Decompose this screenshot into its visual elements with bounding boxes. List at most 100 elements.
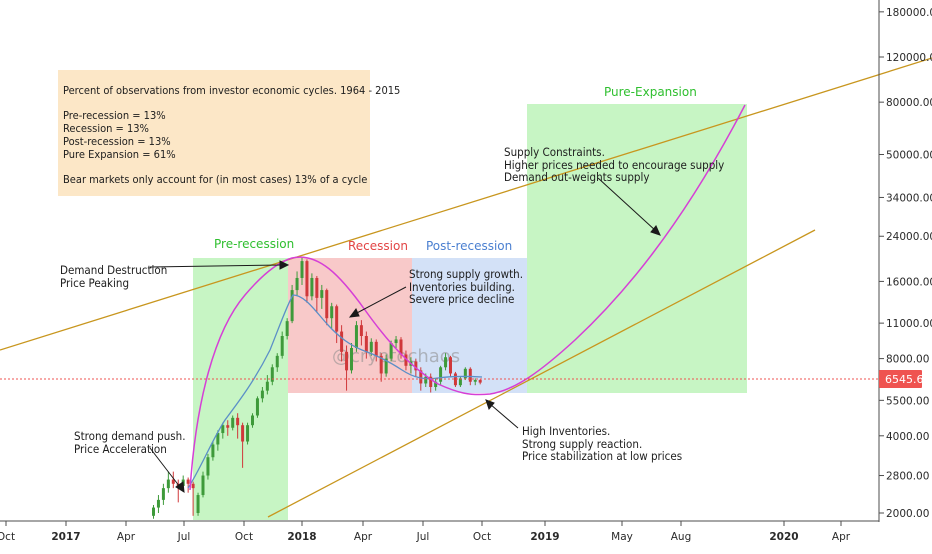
y-tick-label: 120000.00	[886, 52, 932, 64]
trendline-lower	[267, 229, 816, 518]
y-tick-label: 2800.00	[886, 471, 929, 483]
y-tick-label: 11000.00	[886, 318, 932, 330]
candle-body	[305, 261, 309, 297]
y-tick-label: 8000.00	[886, 354, 929, 366]
y-axis: 180000.00 120000.00 80000.00 50000.00 34000.…	[878, 0, 932, 522]
y-tick-label: 50000.00	[886, 150, 932, 162]
candle-body	[186, 479, 190, 484]
candle-body	[345, 351, 349, 371]
y-tick-label: 34000.00	[886, 192, 932, 204]
x-tick-label: Apr	[832, 531, 851, 543]
candle-body	[211, 444, 215, 458]
arrow-head	[485, 399, 495, 411]
candle-body	[429, 376, 433, 387]
info-box-post-recession: Post-recession = 13%	[63, 135, 171, 148]
candle-body	[369, 341, 373, 352]
candle-body	[161, 488, 165, 500]
x-tick-label: Aug	[671, 531, 692, 543]
x-tick-label: 2019	[530, 531, 559, 543]
info-box-title: Percent of observations from investor ec…	[63, 84, 401, 97]
trendline-upper	[0, 57, 932, 351]
candle-body	[325, 290, 329, 319]
candle-body	[379, 355, 383, 374]
x-tick-label: Jul	[177, 531, 191, 543]
candle-body	[449, 357, 452, 374]
candle-body	[206, 457, 210, 476]
x-tick-label: 2020	[769, 531, 798, 543]
candle-body	[424, 376, 428, 384]
candle-body	[156, 499, 160, 508]
candle-body	[399, 339, 403, 355]
candle-body	[439, 367, 443, 382]
candle-body	[231, 417, 235, 428]
candle-body	[226, 425, 230, 428]
arrow-head	[348, 308, 360, 318]
candle-body	[275, 355, 279, 368]
x-axis: Oct 2017 Apr Jul Oct 2018 Apr Jul Oct 2019 May Aug 2…	[0, 520, 879, 543]
pure-expansion-label: Pure-Expansion	[604, 85, 697, 99]
candle-body	[359, 325, 363, 337]
arrow-demand-destruction	[149, 264, 284, 268]
y-tick-label: 2000.00	[886, 508, 929, 520]
x-tick-label: Apr	[117, 531, 136, 543]
y-tick-label: 24000.00	[886, 231, 932, 243]
candle-body	[265, 381, 269, 391]
x-tick-label: 2017	[51, 531, 80, 543]
candle-body	[216, 433, 220, 445]
candle-body	[290, 290, 294, 322]
x-tick-label: Apr	[354, 531, 373, 543]
pre-recession-label: Pre-recession	[214, 237, 294, 251]
candle-body	[260, 390, 264, 399]
candle-body	[241, 425, 245, 442]
recession-label: Recession	[348, 239, 408, 253]
x-tick-label: Jul	[416, 531, 430, 543]
x-tick-label: Oct	[235, 531, 253, 543]
candle-body	[196, 495, 200, 513]
candle-body	[280, 336, 284, 356]
arrow-head	[279, 260, 290, 270]
info-box-pre-recession: Pre-recession = 13%	[63, 109, 166, 122]
candle-body	[394, 339, 398, 344]
post-recession-label: Post-recession	[426, 239, 512, 253]
candle-body	[374, 341, 378, 356]
candle-body	[295, 277, 299, 291]
candle-body	[320, 290, 324, 298]
candle-body	[458, 378, 462, 386]
candle-body	[300, 261, 304, 278]
candle-body	[419, 370, 423, 384]
cycle-curve	[189, 104, 746, 491]
candle-body	[463, 368, 467, 379]
x-tick-label: May	[611, 531, 633, 543]
arrow-supply-constraints	[597, 177, 657, 232]
price-tag: 6545.61	[879, 370, 931, 388]
recession-zone	[288, 258, 412, 393]
info-box-recession: Recession = 13%	[63, 122, 149, 135]
candle-body	[384, 358, 388, 374]
info-box-bear-note: Bear markets only account for (in most c…	[63, 173, 368, 186]
price-tag-bg	[879, 370, 922, 388]
candle-body	[354, 325, 358, 348]
candle-body	[414, 361, 418, 371]
annotation-arrows	[149, 177, 661, 493]
strong-supply-note: Strong supply growth. Inventories buildi…	[409, 267, 523, 306]
arrow-head	[175, 481, 185, 493]
candle-body	[255, 398, 259, 416]
candle-body	[453, 373, 457, 386]
info-box-pure-expansion: Pure Expansion = 61%	[63, 148, 176, 161]
candle-body	[473, 380, 477, 382]
candle-body	[201, 475, 205, 496]
candle-body	[251, 415, 254, 426]
x-tick-label: 2018	[287, 531, 316, 543]
y-tick-label: 16000.00	[886, 276, 932, 288]
y-tick-label: 5500.00	[886, 395, 929, 407]
info-box: Percent of observations from investor ec…	[58, 70, 400, 196]
candle-body	[315, 277, 319, 298]
y-tick-label: 80000.00	[886, 97, 932, 109]
candle-body	[270, 367, 274, 382]
candle-body	[191, 483, 195, 489]
high-inventories-note: High Inventories. Strong supply reaction…	[522, 424, 683, 463]
candle-body	[404, 354, 408, 366]
candle-body	[236, 417, 240, 426]
